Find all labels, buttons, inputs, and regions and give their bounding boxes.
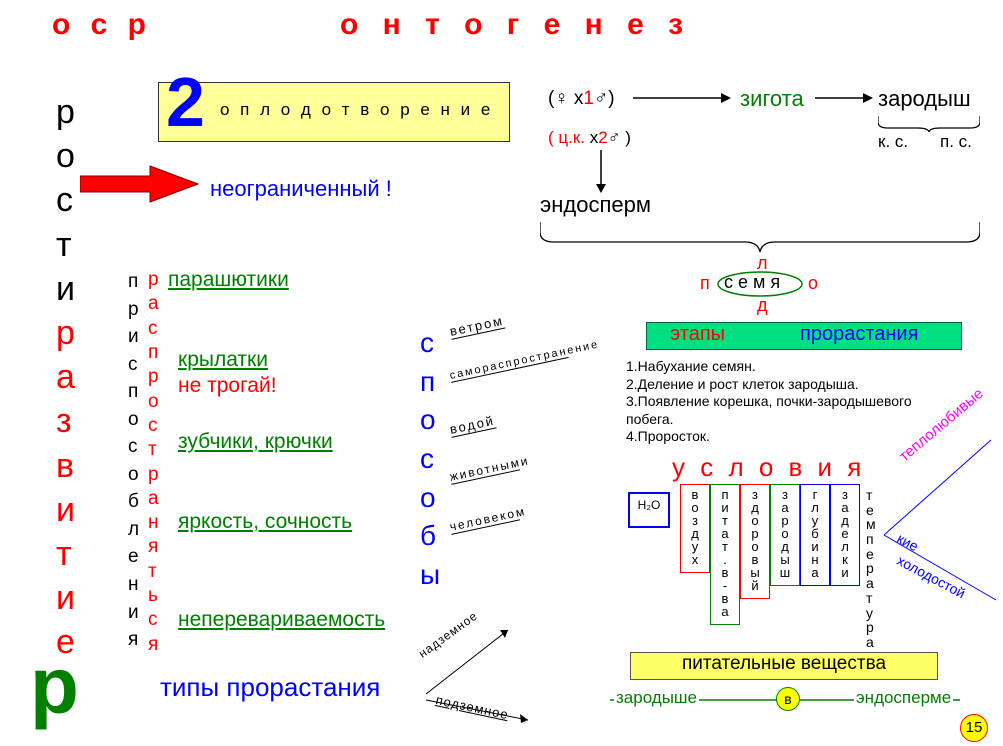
page-badge: 15 [960, 714, 988, 742]
box-label: о п л о д о т в о р е н и е [220, 100, 493, 120]
seed-label: с е м я [724, 272, 780, 293]
way-1: самораспространение [449, 345, 569, 383]
formula2: ( ц.к. x2♂ ) [548, 128, 631, 148]
big-r: р [30, 640, 79, 732]
cond-col: глубина [800, 484, 830, 586]
cond-col: здоровый [740, 484, 770, 599]
formula1: (♀ x1♂) [548, 88, 615, 110]
arrow-icon [80, 162, 200, 206]
arrow-line-icon [815, 86, 875, 110]
h2o-box: H₂O [628, 492, 670, 528]
types-title: типы прорастания [160, 672, 380, 703]
title-left: о с р [52, 8, 152, 42]
nutrients-left: зародыше [614, 688, 699, 708]
arrow-line-icon [633, 86, 733, 110]
brace-icon [878, 114, 980, 132]
zygote-label: зигота [740, 86, 804, 112]
left-vertical-col: р о с т и р а з в и т и е [56, 90, 75, 664]
ways-title: способы [420, 324, 440, 594]
ps-label: п. с. [940, 132, 972, 152]
cond-col: питат.в-ва [710, 484, 740, 625]
embryo-label: зародыш [878, 86, 971, 112]
unlimited-label: неограниченный ! [210, 176, 392, 202]
temp-lines-icon [876, 425, 1003, 625]
adapt-0: парашютики [168, 268, 289, 292]
adapt-5: неперевариваемость [178, 608, 385, 632]
nutrients-right: эндосперме [854, 688, 953, 708]
stages-list: 1.Набухание семян. 2.Деление и рост клет… [626, 358, 912, 446]
prefix-col: п р и с п о с о б л е н и я [128, 268, 139, 654]
way-3: животными [448, 456, 520, 485]
seed-p: п [700, 273, 710, 294]
adapt-1: крылатки [178, 348, 268, 372]
adapt-4: яркость, сочность [178, 510, 352, 534]
title-right: о н т о г е н е з [340, 8, 691, 42]
endosperm-label: эндосперм [540, 192, 651, 218]
seed-o: о [808, 273, 818, 294]
mid-col: р а с п р о с т р а н я т ь с я [148, 268, 159, 657]
nutrients-v: в [776, 687, 800, 711]
seed-d: д [757, 295, 768, 316]
nutrients-box: питательные вещества [630, 652, 938, 680]
way-2: водой [448, 413, 496, 438]
way-0: ветром [448, 313, 505, 340]
stages-right: прорастания [800, 323, 918, 346]
stages-left: этапы [670, 323, 725, 346]
ks-label: к. с. [878, 132, 908, 152]
adapt-3: зубчики, крючки [178, 430, 333, 454]
big-brace-icon [540, 220, 980, 254]
cond-col: зародыш [770, 484, 800, 586]
arrow-down-icon [593, 150, 609, 194]
way-4: человеком [448, 506, 520, 535]
cond-col: воздух [680, 484, 710, 573]
cond-col: заделки [830, 484, 860, 586]
adapt-2: не трогай! [178, 374, 277, 398]
conditions-title: у с л о в и я [672, 452, 865, 483]
box-number: 2 [166, 62, 205, 142]
